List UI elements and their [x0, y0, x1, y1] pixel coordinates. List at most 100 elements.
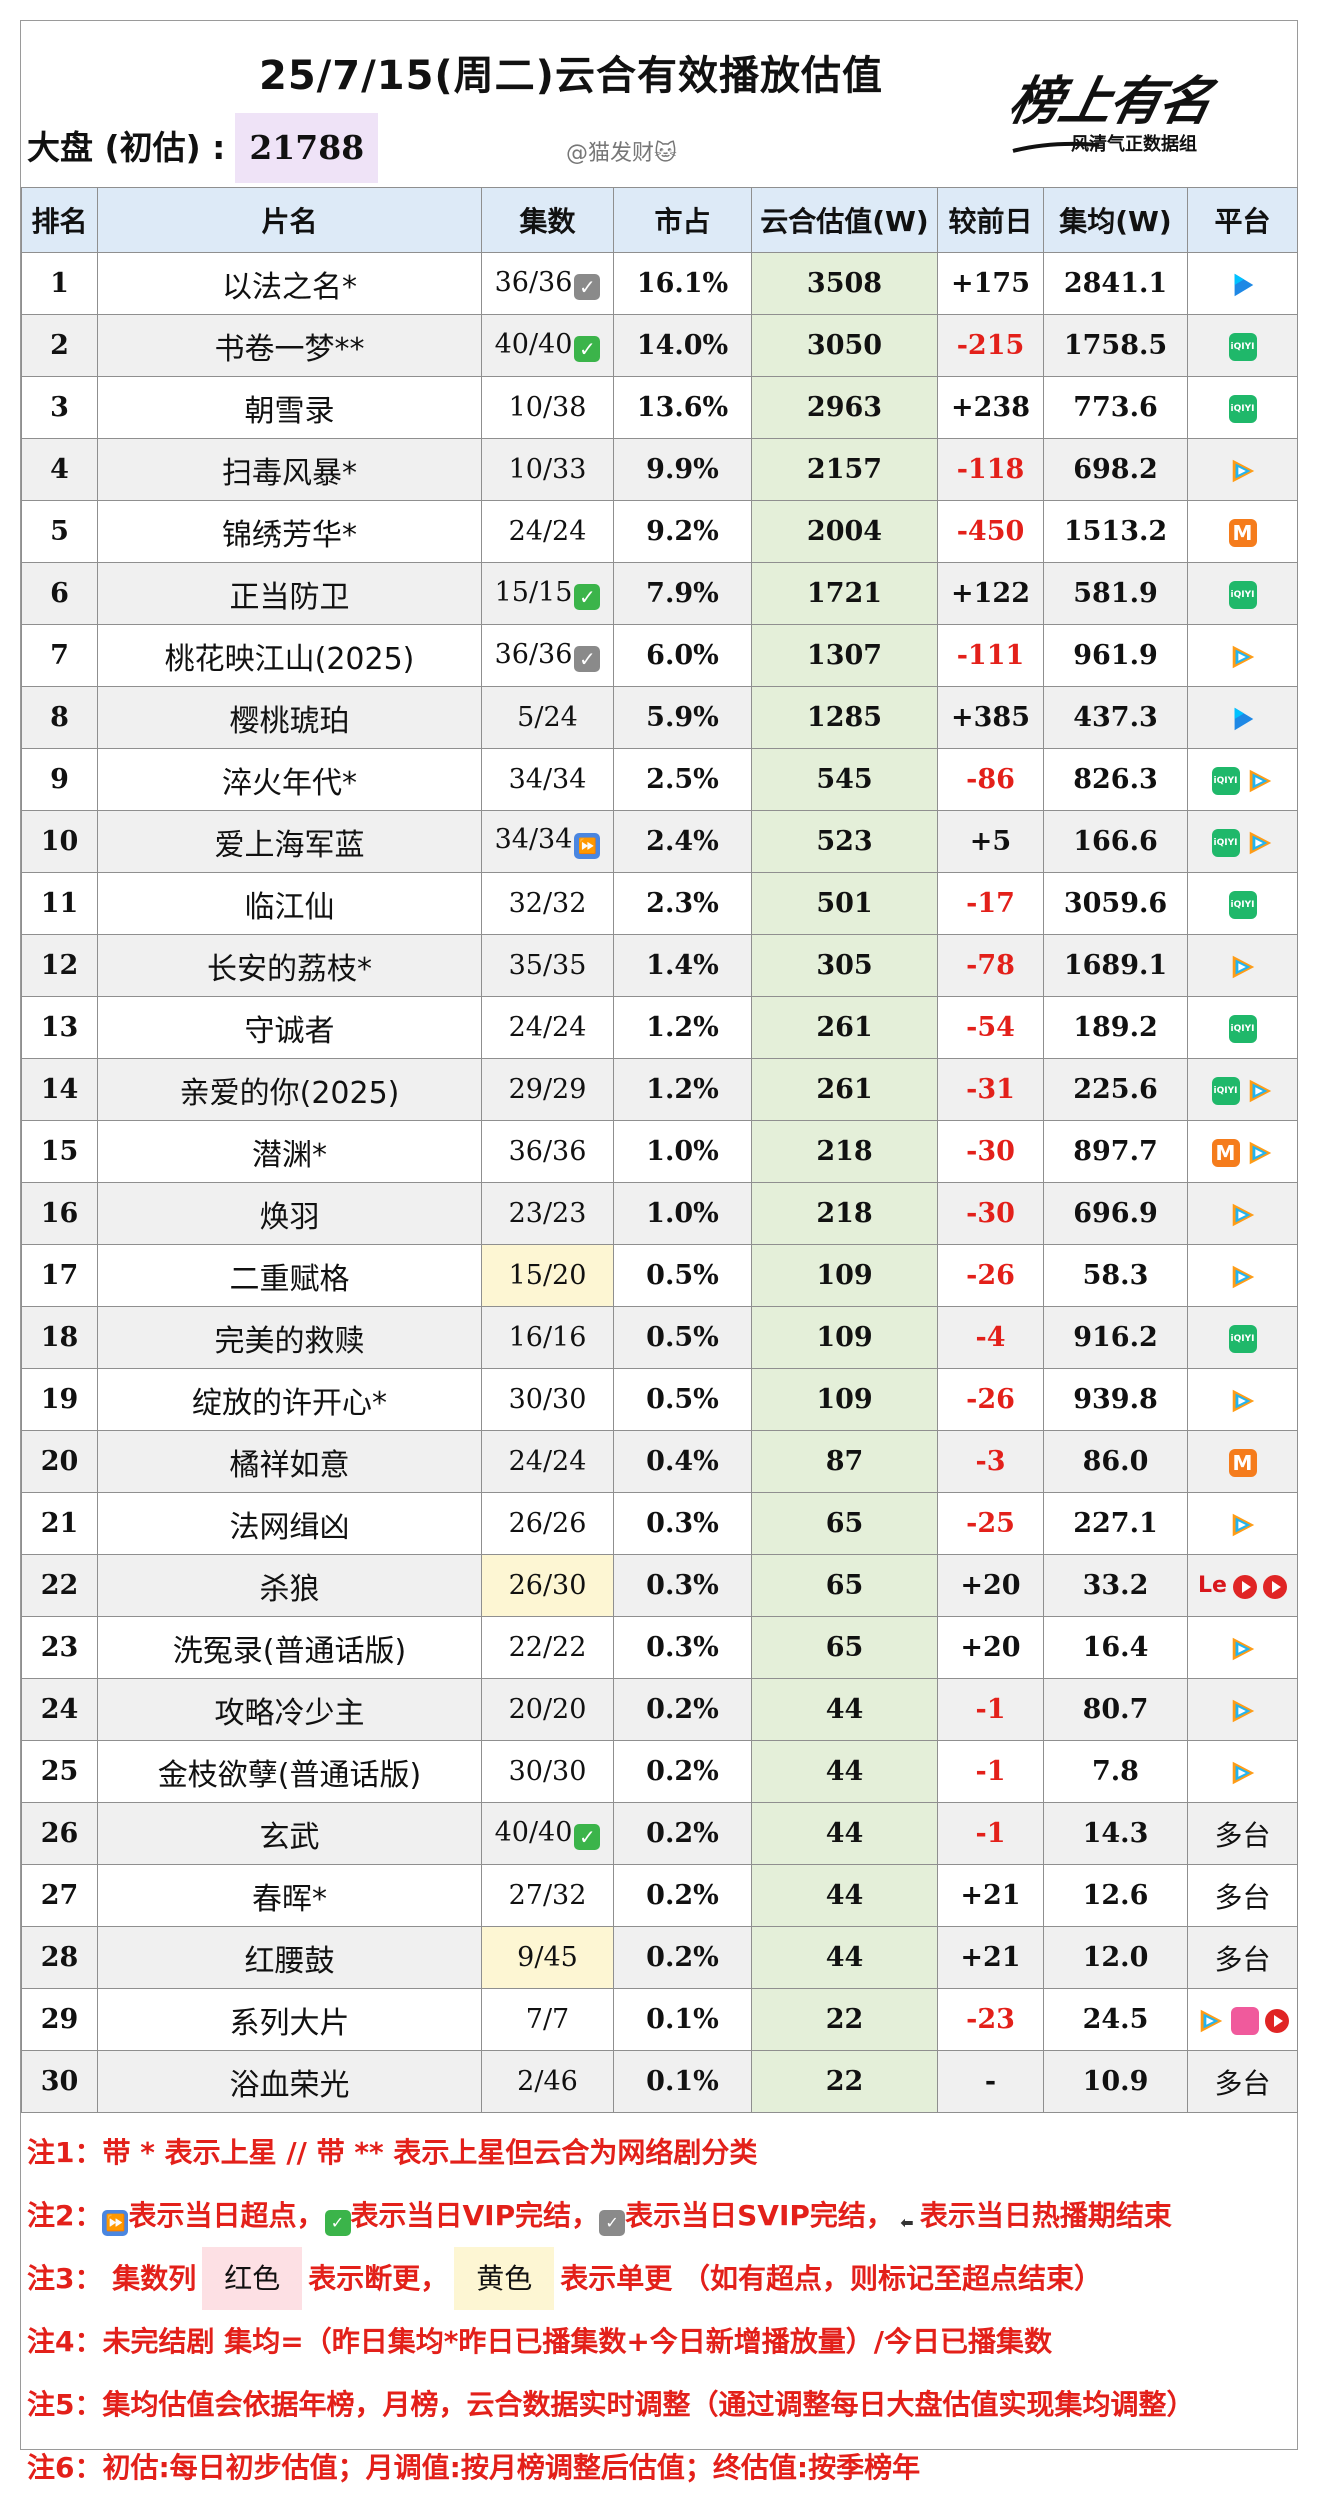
share-cell: 2.3%: [613, 872, 752, 935]
red-play-icon: [1264, 2009, 1289, 2033]
avg-cell: 581.9: [1043, 562, 1188, 625]
platform-cell: 多台: [1187, 1802, 1298, 1865]
estimate-cell: 44: [751, 1864, 938, 1927]
share-cell: 0.5%: [613, 1244, 752, 1307]
episodes-cell: 35/35: [481, 934, 614, 997]
estimate-cell: 1721: [751, 562, 938, 625]
rank-cell: 9: [21, 748, 98, 811]
episodes-value: 36/36: [494, 267, 573, 298]
change-cell: -1: [937, 1678, 1044, 1741]
estimate-cell: 44: [751, 1678, 938, 1741]
estimate-cell: 545: [751, 748, 938, 811]
share-cell: 0.1%: [613, 2050, 752, 2113]
change-cell: -23: [937, 1988, 1044, 2051]
tencent-video-icon: [1249, 1079, 1271, 1103]
platform-cell: iQIYI: [1187, 872, 1298, 935]
table-row: 20 橘祥如意 24/24 0.4% 87 -3 86.0 M: [21, 1430, 1298, 1493]
rank-cell: 28: [21, 1926, 98, 1989]
fast-forward-icon: ⏩: [102, 2210, 129, 2236]
letv-icon: Le: [1198, 1573, 1227, 1598]
table-row: 6 正当防卫 15/15 ✓ 7.9% 1721 +122 581.9 iQIYI: [21, 562, 1298, 625]
brand-logo: 榜上有名 风清气正数据组: [1003, 59, 1251, 179]
avg-cell: 166.6: [1043, 810, 1188, 873]
episodes-value: 22/22: [508, 1632, 587, 1663]
share-cell: 0.1%: [613, 1988, 752, 2051]
change-cell: +238: [937, 376, 1044, 439]
estimate-cell: 109: [751, 1306, 938, 1369]
estimate-cell: 218: [751, 1182, 938, 1245]
estimate-cell: 44: [751, 1926, 938, 1989]
note-3-end: 表示单更 （如有超点，则标记至超点结束）: [560, 2262, 1103, 2295]
table-row: 29 系列大片 7/7 0.1% 22 -23 24.5: [21, 1988, 1298, 2051]
episodes-value: 15/20: [508, 1260, 587, 1291]
title-cell: 法网缉凶: [97, 1492, 482, 1555]
platform-cell: M: [1187, 500, 1298, 563]
avg-cell: 916.2: [1043, 1306, 1188, 1369]
col-name: 片名: [97, 187, 482, 253]
change-cell: +122: [937, 562, 1044, 625]
episodes-value: 23/23: [508, 1198, 587, 1229]
episodes-value: 35/35: [508, 950, 587, 981]
mgtv-icon: M: [1228, 1449, 1257, 1477]
estimate-cell: 261: [751, 1058, 938, 1121]
table-row: 24 攻略冷少主 20/20 0.2% 44 -1 80.7: [21, 1678, 1298, 1741]
table-row: 11 临江仙 32/32 2.3% 501 -17 3059.6 iQIYI: [21, 872, 1298, 935]
episodes-cell: 34/34: [481, 748, 614, 811]
iqiyi-icon: iQIYI: [1228, 1015, 1257, 1043]
avg-cell: 10.9: [1043, 2050, 1188, 2113]
table-row: 22 杀狼 26/30 0.3% 65 +20 33.2 Le: [21, 1554, 1298, 1617]
youku-icon: [1234, 273, 1253, 297]
episodes-value: 10/33: [508, 454, 587, 485]
avg-cell: 12.6: [1043, 1864, 1188, 1927]
avg-cell: 939.8: [1043, 1368, 1188, 1431]
episodes-value: 24/24: [508, 1012, 587, 1043]
share-cell: 2.4%: [613, 810, 752, 873]
market-label: 大盘 (初估) :: [27, 128, 226, 167]
title-cell: 锦绣芳华*: [97, 500, 482, 563]
change-cell: -54: [937, 996, 1044, 1059]
change-cell: +385: [937, 686, 1044, 749]
episodes-cell: 10/33: [481, 438, 614, 501]
note-5: 注5：集均估值会依据年榜，月榜，云合数据实时调整（通过调整每日大盘估值实现集均调…: [27, 2388, 1195, 2421]
col-estimate: 云合估值(W): [751, 187, 938, 253]
platform-text: 多台: [1214, 2066, 1271, 2100]
rank-cell: 16: [21, 1182, 98, 1245]
episodes-cell: 29/29: [481, 1058, 614, 1121]
episodes-cell: 16/16: [481, 1306, 614, 1369]
rank-cell: 2: [21, 314, 98, 377]
title-cell: 二重赋格: [97, 1244, 482, 1307]
platform-cell: iQIYI: [1187, 314, 1298, 377]
rank-cell: 20: [21, 1430, 98, 1493]
rank-cell: 12: [21, 934, 98, 997]
title-cell: 书卷一梦**: [97, 314, 482, 377]
episodes-cell: 5/24: [481, 686, 614, 749]
platform-cell: M: [1187, 1430, 1298, 1493]
episodes-cell: 7/7: [481, 1988, 614, 2051]
table-row: 7 桃花映江山(2025) 36/36 ✓ 6.0% 1307 -111 961.9: [21, 624, 1298, 687]
avg-cell: 1689.1: [1043, 934, 1188, 997]
avg-cell: 961.9: [1043, 624, 1188, 687]
note-3-mid: 表示断更，: [308, 2262, 449, 2295]
platform-text: 多台: [1214, 1818, 1271, 1852]
episodes-value: 26/30: [508, 1570, 587, 1601]
tencent-video-icon: [1232, 955, 1254, 979]
iqiyi-icon: iQIYI: [1228, 333, 1257, 361]
episodes-value: 34/34: [508, 764, 587, 795]
share-cell: 0.3%: [613, 1554, 752, 1617]
note-2-prefix: 注2：: [27, 2199, 103, 2232]
episodes-value: 30/30: [508, 1756, 587, 1787]
platform-text: 多台: [1214, 1942, 1271, 1976]
estimate-cell: 218: [751, 1120, 938, 1183]
episodes-cell: 22/22: [481, 1616, 614, 1679]
change-cell: +175: [937, 252, 1044, 315]
title-cell: 以法之名*: [97, 252, 482, 315]
table-row: 17 二重赋格 15/20 0.5% 109 -26 58.3: [21, 1244, 1298, 1307]
estimate-cell: 65: [751, 1554, 938, 1617]
note-2-end: 表示当日热播期结束: [919, 2199, 1172, 2232]
avg-cell: 1513.2: [1043, 500, 1188, 563]
change-cell: -26: [937, 1368, 1044, 1431]
note-2-vip: 表示当日VIP完结，: [350, 2199, 600, 2232]
avg-cell: 33.2: [1043, 1554, 1188, 1617]
change-cell: -215: [937, 314, 1044, 377]
rank-cell: 13: [21, 996, 98, 1059]
